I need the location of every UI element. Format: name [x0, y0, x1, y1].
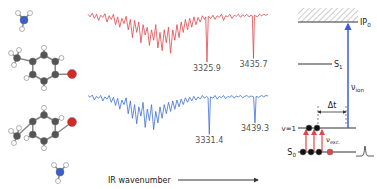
svg-text:v=1: v=1 — [282, 125, 296, 133]
svg-text:S1: S1 — [334, 60, 343, 70]
svg-text:Δt: Δt — [328, 101, 337, 110]
svg-text:3331.4: 3331.4 — [195, 136, 223, 145]
svg-text:IP0: IP0 — [360, 18, 371, 28]
svg-text:3435.7: 3435.7 — [239, 60, 267, 69]
svg-text:3325.9: 3325.9 — [193, 64, 221, 73]
svg-text:νion: νion — [351, 83, 364, 93]
svg-text:νexc.: νexc. — [326, 136, 340, 145]
svg-text:3439.3: 3439.3 — [241, 124, 269, 133]
svg-text:IR wavenumber: IR wavenumber — [108, 176, 171, 185]
svg-text:S0: S0 — [287, 148, 296, 158]
